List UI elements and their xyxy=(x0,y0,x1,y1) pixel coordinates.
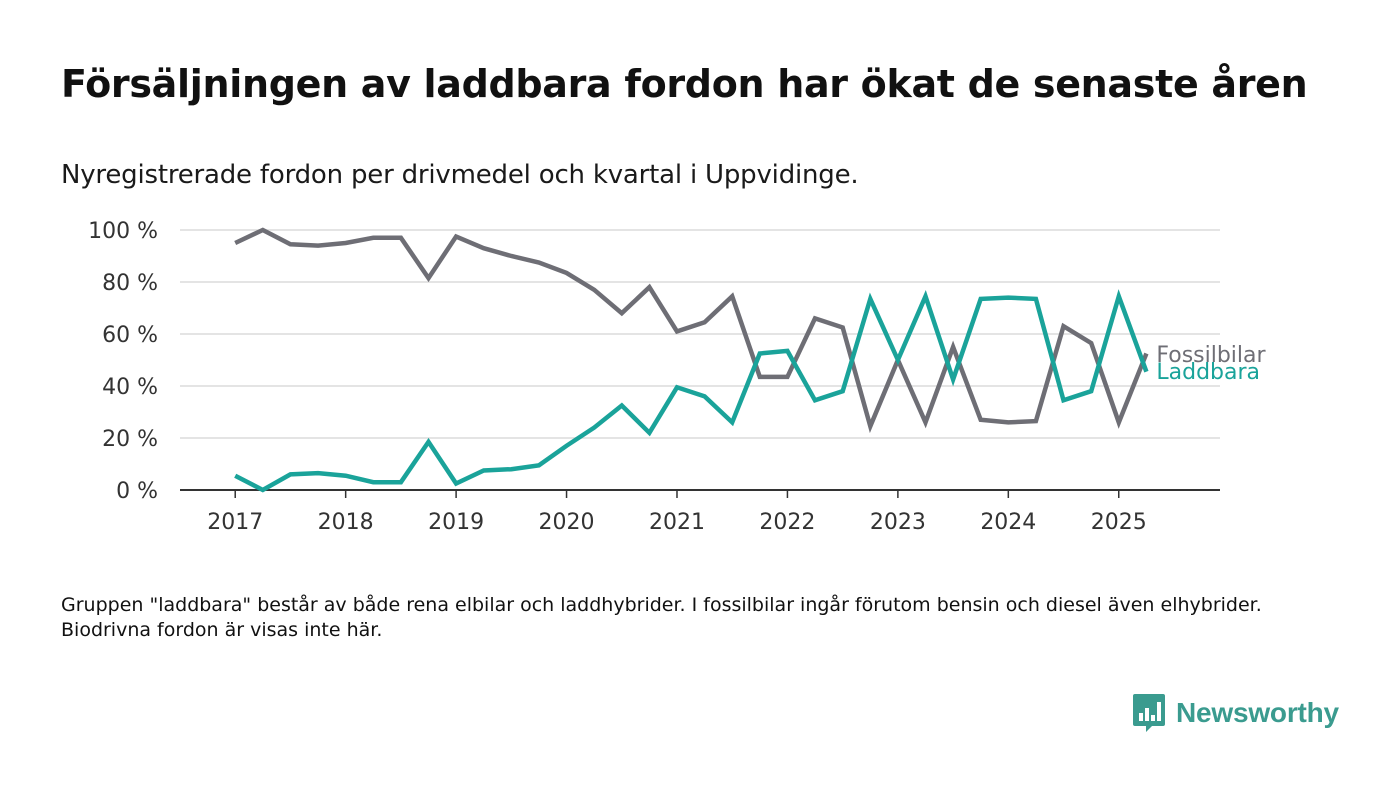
x-tick-label: 2024 xyxy=(980,510,1036,535)
x-tick-label: 2019 xyxy=(428,510,484,535)
x-tick-label: 2017 xyxy=(207,510,263,535)
series-label-laddbara: Laddbara xyxy=(1156,360,1260,385)
y-tick-label: 100 % xyxy=(88,219,158,244)
x-tick-label: 2020 xyxy=(539,510,595,535)
y-tick-label: 80 % xyxy=(102,271,158,296)
y-tick-label: 60 % xyxy=(102,323,158,348)
chart-subtitle: Nyregistrerade fordon per drivmedel och … xyxy=(61,160,859,190)
axes: 0 % 20 % 40 % 60 % 80 % 100 % 2017 2018 2019 2020… xyxy=(88,219,1220,535)
x-tick-label: 2021 xyxy=(649,510,705,535)
series-line-fossilbilar xyxy=(234,227,1149,434)
chart-title: Försäljningen av laddbara fordon har öka… xyxy=(61,62,1308,106)
y-tick-label: 20 % xyxy=(102,427,158,452)
series-label-fossilbilar: Fossilbilar xyxy=(1156,343,1266,368)
y-tick-label: 40 % xyxy=(102,375,158,400)
series-line-laddbara xyxy=(234,289,1149,493)
x-tick-label: 2018 xyxy=(318,510,374,535)
footnote: Gruppen "laddbara" består av både rena e… xyxy=(61,594,1262,641)
newsworthy-logo: Newsworthy xyxy=(1132,692,1339,734)
y-tick-label: 0 % xyxy=(116,479,158,504)
x-tick-label: 2022 xyxy=(759,510,815,535)
grid-lines xyxy=(180,229,1220,439)
bar-chart-icon xyxy=(1133,694,1165,732)
x-tick-label: 2025 xyxy=(1091,510,1147,535)
brand-name: Newsworthy xyxy=(1176,697,1339,728)
x-tick-label: 2023 xyxy=(870,510,926,535)
series-lines xyxy=(234,227,1149,493)
